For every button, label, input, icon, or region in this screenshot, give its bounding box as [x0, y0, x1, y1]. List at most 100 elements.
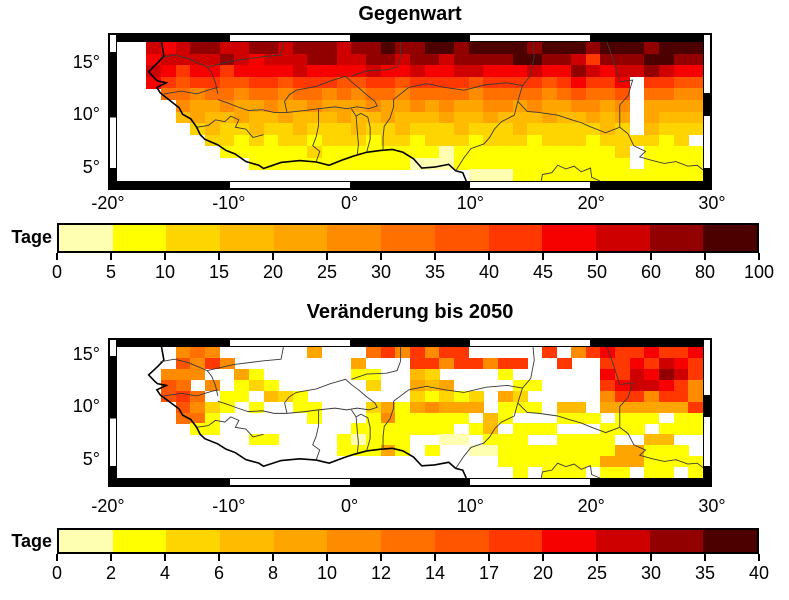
raster-cell: [204, 357, 220, 370]
raster-cell: [410, 357, 425, 370]
x-axis-label: -10°: [212, 496, 246, 516]
raster-cell: [307, 53, 323, 66]
raster-cell: [468, 357, 484, 370]
raster-cell: [688, 65, 704, 77]
raster-cell: [410, 368, 425, 380]
raster-cell: [336, 134, 352, 147]
raster-cell: [204, 99, 220, 112]
raster-cell: [248, 76, 264, 89]
raster-cell: [424, 390, 440, 402]
raster-cell: [600, 88, 616, 101]
colorbar-segment: [166, 530, 221, 552]
raster-cell: [600, 379, 616, 391]
raster-cell: [497, 99, 513, 112]
raster-cell: [278, 390, 294, 402]
raster-cell: [659, 390, 675, 402]
raster-cell: [322, 157, 338, 170]
raster-cell: [468, 390, 484, 402]
raster-cell: [673, 368, 689, 380]
raster-cell: [278, 134, 294, 147]
raster-cell: [380, 157, 396, 170]
raster-cell: [380, 134, 396, 147]
raster-cell: [248, 368, 264, 380]
raster-cell: [410, 157, 425, 170]
colorbar-segment: [488, 530, 543, 552]
raster-cell: [175, 347, 191, 359]
raster-cell: [380, 88, 396, 101]
raster-cell: [395, 401, 411, 413]
raster-cell: [175, 99, 191, 112]
colorbar2-unit-label: Tage: [11, 531, 52, 551]
raster-cell: [307, 134, 323, 147]
raster-cell: [483, 88, 499, 101]
colorbar-tick-label: 17: [478, 563, 499, 583]
raster-cell: [600, 123, 616, 135]
raster-cell: [688, 423, 704, 435]
raster-cell: [659, 99, 675, 112]
raster-cell: [278, 88, 294, 101]
raster-cell: [468, 53, 484, 66]
raster-cell: [234, 88, 250, 101]
raster-cell: [527, 157, 543, 170]
raster-cell: [556, 88, 572, 101]
raster-cell: [512, 401, 528, 413]
raster-cell: [219, 146, 235, 159]
raster-cell: [380, 65, 396, 77]
colorbar-1: [57, 223, 759, 253]
raster-cell: [395, 157, 411, 170]
raster-cell: [439, 65, 455, 77]
raster-cell: [497, 390, 513, 402]
colorbar-tick-label: 25: [316, 262, 338, 282]
raster-cell: [336, 111, 352, 124]
raster-cell: [234, 146, 250, 159]
colorbar-tick-label: 25: [586, 563, 608, 583]
raster-cell: [571, 467, 587, 479]
raster-cell: [190, 423, 206, 435]
raster-cell: [541, 467, 557, 479]
raster-cell: [351, 157, 367, 170]
raster-cell: [248, 134, 264, 147]
raster-cell: [600, 65, 616, 77]
raster-cell: [424, 412, 440, 424]
raster-cell: [629, 445, 645, 457]
raster-cell: [219, 134, 235, 147]
raster-cell: [615, 379, 631, 391]
raster-cell: [688, 123, 704, 135]
raster-cell: [307, 157, 323, 170]
raster-cell: [644, 65, 660, 77]
colorbar-segment: [703, 530, 758, 552]
raster-cell: [278, 146, 294, 159]
raster-cell: [263, 88, 279, 101]
raster-cell: [190, 88, 206, 101]
map1-frame-band-top: [110, 35, 710, 41]
colorbar-1-labels: 0 5 10 15 20 25 30 35 40 45 50 60 80 100: [52, 253, 774, 289]
colorbar-segment: [220, 225, 275, 251]
raster-cell: [336, 157, 352, 170]
raster-cell: [688, 390, 704, 402]
colorbar-tick-label: 45: [532, 262, 553, 282]
raster-map-1: [117, 42, 704, 182]
raster-cell: [659, 111, 675, 124]
colorbar-tick-label: 20: [262, 262, 283, 282]
raster-cell: [644, 390, 660, 402]
raster-cell: [556, 157, 572, 170]
raster-cell: [512, 390, 528, 402]
colorbar-tick: [650, 554, 652, 561]
raster-cell: [571, 42, 587, 54]
raster-cell: [424, 42, 440, 54]
raster-cell: [615, 423, 631, 435]
colorbar-tick: [109, 554, 112, 561]
raster-cell: [497, 357, 513, 370]
raster-cell: [278, 76, 294, 89]
raster-cell: [248, 401, 264, 413]
raster-cell: [160, 76, 176, 89]
map2-inner: [116, 346, 704, 479]
raster-cell: [453, 157, 469, 170]
raster-cell: [424, 88, 440, 101]
raster-cell: [453, 123, 469, 135]
raster-cell: [234, 53, 250, 66]
raster-cell: [380, 401, 396, 413]
colorbar-segment: [327, 530, 382, 552]
colorbar-segment: [59, 530, 114, 552]
raster-cell: [175, 357, 191, 370]
